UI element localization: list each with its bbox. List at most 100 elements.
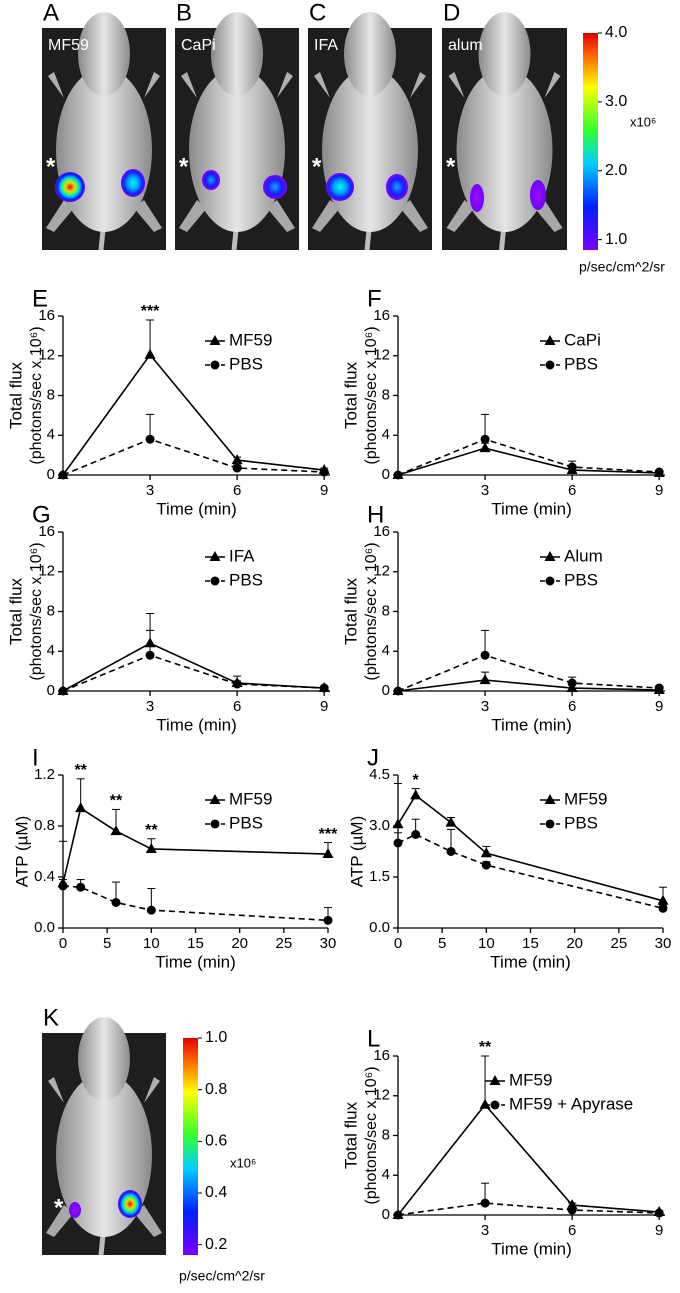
y-tick-label: 8 bbox=[382, 602, 390, 619]
x-tick-label: 20 bbox=[566, 935, 583, 952]
data-point bbox=[479, 442, 491, 453]
data-point bbox=[58, 881, 68, 891]
signal-spot bbox=[326, 173, 354, 201]
mouse-head bbox=[344, 12, 396, 96]
x-tick-label: 3 bbox=[146, 698, 154, 715]
significance-label: ** bbox=[479, 1039, 492, 1056]
significance-label: ** bbox=[110, 793, 123, 810]
series-line bbox=[62, 438, 325, 476]
y-axis-label: (photons/sec x 10⁶) bbox=[28, 326, 45, 464]
legend-label: MF59 bbox=[509, 1070, 552, 1089]
colorbar-unit: p/sec/cm^2/sr bbox=[179, 1268, 265, 1284]
y-axis-label: (photons/sec x 10⁶) bbox=[28, 542, 45, 680]
data-point bbox=[654, 1208, 664, 1218]
data-point bbox=[232, 463, 242, 473]
y-axis-label: (photons/sec x 10⁶) bbox=[363, 1066, 380, 1204]
significance-label: * bbox=[413, 772, 420, 789]
y-tick-label: 16 bbox=[373, 523, 390, 540]
x-axis-label: Time (min) bbox=[491, 1239, 572, 1258]
series-line bbox=[397, 438, 660, 476]
y-tick-label: 12 bbox=[373, 1087, 390, 1104]
y-tick-label: 0 bbox=[382, 682, 390, 699]
x-tick-label: 15 bbox=[522, 935, 539, 952]
data-point bbox=[654, 683, 664, 693]
y-tick-label: 0.0 bbox=[34, 919, 55, 936]
panel-letter: D bbox=[443, 0, 460, 26]
legend-marker bbox=[545, 576, 555, 586]
series-line bbox=[62, 885, 329, 922]
y-tick-label: 1.2 bbox=[34, 766, 55, 783]
data-point bbox=[658, 903, 668, 913]
series-line bbox=[397, 1202, 660, 1216]
y-tick-label: 0 bbox=[47, 682, 55, 699]
significance-label: ** bbox=[74, 762, 87, 779]
data-point bbox=[144, 348, 156, 359]
legend-marker bbox=[545, 360, 555, 370]
x-tick-label: 30 bbox=[655, 935, 672, 952]
legend-label: CaPi bbox=[564, 330, 601, 349]
data-point bbox=[445, 816, 457, 827]
y-tick-label: 0.0 bbox=[369, 919, 390, 936]
series-line bbox=[397, 794, 664, 902]
x-tick-label: 6 bbox=[233, 482, 241, 499]
y-axis-label: (photons/sec x 10⁶) bbox=[363, 326, 380, 464]
mouse-head bbox=[78, 12, 130, 96]
signal-spot bbox=[55, 172, 85, 202]
mouse-head bbox=[478, 12, 531, 96]
y-tick-label: 8 bbox=[382, 386, 390, 403]
data-point bbox=[567, 678, 577, 688]
legend-label: PBS bbox=[229, 570, 263, 589]
data-point bbox=[654, 467, 664, 477]
y-tick-label: 12 bbox=[38, 563, 55, 580]
data-point bbox=[393, 686, 403, 696]
x-tick-label: 10 bbox=[143, 935, 160, 952]
x-tick-label: 6 bbox=[233, 698, 241, 715]
mouse-body bbox=[189, 68, 285, 233]
colorbar bbox=[583, 33, 598, 250]
significance-label: *** bbox=[319, 826, 338, 843]
x-tick-label: 10 bbox=[478, 935, 495, 952]
y-tick-label: 16 bbox=[373, 1047, 390, 1064]
x-tick-label: 6 bbox=[568, 1222, 576, 1239]
data-point bbox=[319, 467, 329, 477]
data-point bbox=[323, 915, 333, 925]
colorbar bbox=[183, 1038, 198, 1255]
data-point bbox=[145, 650, 155, 660]
panel-letter: F bbox=[367, 285, 382, 312]
y-tick-label: 4 bbox=[382, 426, 390, 443]
y-tick-label: 8 bbox=[47, 386, 55, 403]
image-label: IFA bbox=[314, 37, 338, 54]
legend-label: PBS bbox=[564, 354, 598, 373]
colorbar-tick-label: 1.0 bbox=[605, 231, 627, 248]
data-point bbox=[567, 1205, 577, 1215]
legend-label: PBS bbox=[564, 570, 598, 589]
colorbar-tick-label: 0.4 bbox=[205, 1184, 227, 1201]
legend-marker bbox=[210, 576, 220, 586]
panel-letter: I bbox=[32, 744, 39, 771]
x-tick-label: 3 bbox=[146, 482, 154, 499]
x-axis-label: Time (min) bbox=[156, 715, 237, 734]
data-point bbox=[58, 686, 68, 696]
x-tick-label: 5 bbox=[438, 935, 446, 952]
data-point bbox=[480, 847, 492, 858]
colorbar-tick-label: 0.8 bbox=[205, 1081, 227, 1098]
significance-marker: * bbox=[446, 153, 456, 180]
series-line bbox=[62, 654, 325, 692]
signal-spot bbox=[263, 175, 287, 199]
data-point bbox=[446, 847, 456, 856]
x-tick-label: 3 bbox=[481, 482, 489, 499]
y-tick-label: 12 bbox=[38, 347, 55, 364]
image-label: MF59 bbox=[48, 37, 89, 54]
significance-marker: * bbox=[46, 153, 56, 180]
significance-label: ** bbox=[145, 822, 158, 839]
legend-marker bbox=[210, 819, 220, 829]
y-axis-label: ATP (µM) bbox=[12, 816, 31, 888]
legend-label: Alum bbox=[564, 546, 603, 565]
y-axis-label: ATP (µM) bbox=[347, 816, 366, 888]
data-point bbox=[110, 825, 122, 836]
panel-letter: K bbox=[43, 1004, 59, 1031]
image-panel: MF59 * bbox=[42, 12, 166, 251]
y-tick-label: 0.8 bbox=[34, 817, 55, 834]
legend-label: PBS bbox=[564, 813, 598, 832]
